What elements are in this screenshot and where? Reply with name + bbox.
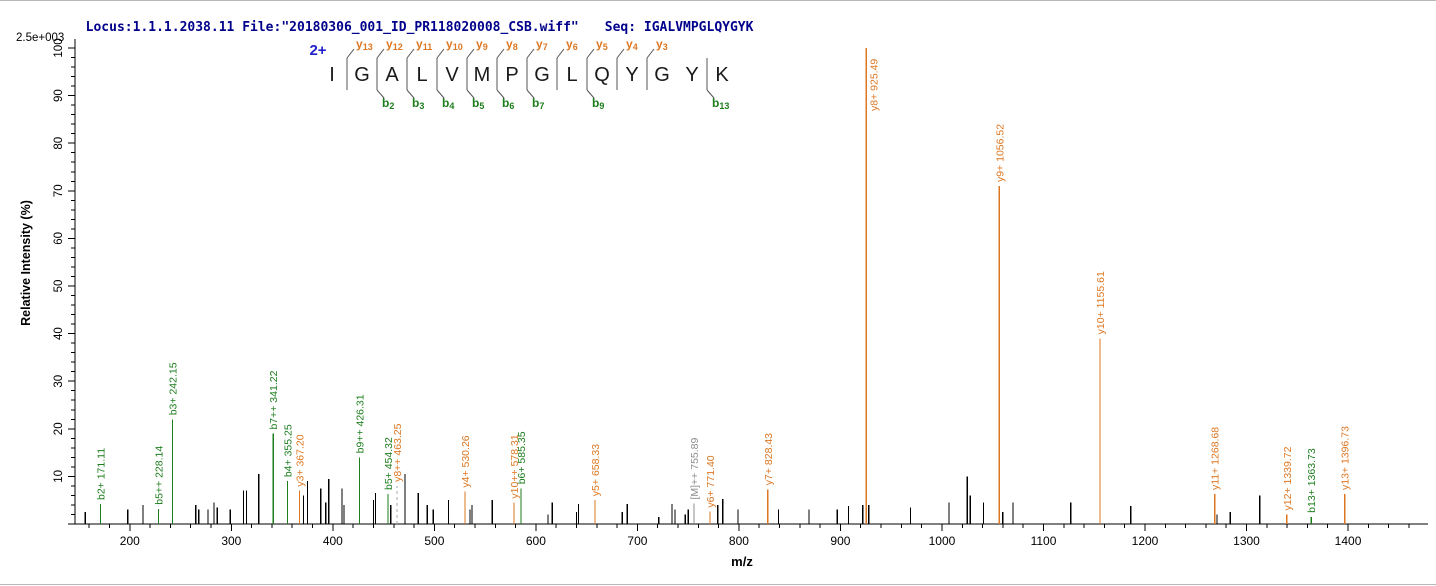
axes [74,39,1428,525]
peak-label: b2+ 171.11 [95,448,107,500]
peak-label: b9++ 426.31 [355,394,367,453]
residue-letter: I [329,64,335,86]
y-ion-mark-label: y12 [386,37,403,52]
residue-letter: A [385,64,399,86]
x-tick-label: 1100 [1031,534,1057,548]
y-tick-label: 30 [53,375,65,388]
y-tick-label: 80 [53,137,65,150]
residue-letter: G [534,64,550,86]
residue-letter: Y [625,64,638,86]
b-ion-mark-label: b7 [532,96,544,111]
peak-label: y4+ 530.26 [460,435,472,487]
x-tick-label: 500 [424,534,444,548]
y-tick-label: 20 [53,422,65,435]
residue-letter: P [505,64,518,86]
peak-label: y5+ 658.33 [590,444,602,496]
peak-label: y6+ 771.40 [705,455,717,507]
peak-label: y9+ 1056.52 [994,124,1006,182]
b-ion-mark-label: b6 [502,96,514,111]
labeled-peaks: b2+ 171.11 b5++ 228.14 b3+ 242.15 b7++ 341.… [95,48,1352,524]
y-ion-mark-label: y10 [446,37,463,52]
residue-letter: G [654,64,670,86]
y-axis-title: Relative Intensity (%) [19,200,33,326]
peak-label: b5++ 228.14 [153,446,165,505]
peak-label: y10+ 1155.61 [1095,271,1107,334]
peak-label: b6+ 585.35 [516,431,528,484]
peak-label: y13+ 1396.73 [1340,426,1352,490]
y-ion-mark-label: y8 [506,37,518,52]
x-tick-label: 800 [729,534,749,548]
peak-label: b7++ 341.22 [268,370,280,429]
header-bar: Locus:1.1.1.2038.11 File:"20180306_001_I… [70,5,754,35]
b-ion-mark-label: b13 [712,96,729,111]
peak-label: y7+ 828.43 [763,433,775,485]
y-tick-label: 10 [53,470,65,483]
peak-label: y10++ 578.31 [509,434,521,498]
x-tick-label: 200 [120,534,140,548]
peak-label: b3+ 242.15 [168,362,180,415]
x-tick-label: 600 [526,534,546,548]
peak-label: y11+ 1268.68 [1210,427,1222,490]
residue-letter: V [445,64,459,86]
precursor-charge-label: 2+ [309,42,326,59]
intensity-scale-label: 2.5e+003 [16,32,64,44]
y-axis-ticks: 10 20 30 40 50 60 70 80 90 100 [53,38,75,525]
y-ion-mark-label: y9 [476,37,488,52]
y-tick-label: 60 [53,232,65,245]
y-tick-label: 50 [53,280,65,293]
x-tick-label: 300 [221,534,241,548]
x-tick-label: 1200 [1132,534,1159,548]
b-ion-mark-label: b3 [412,96,424,111]
b-ion-mark-label: b9 [592,96,604,111]
x-axis-title: m/z [731,554,753,569]
residue-letter: L [416,64,427,86]
b-ion-mark-label: b5 [472,96,484,111]
peak-label: y8++ 463.25 [392,423,404,482]
residue-letter: Y [685,64,698,86]
x-tick-label: 900 [830,534,850,548]
residue-letter: K [715,64,729,86]
file-text: File:"20180306_001_ID_PR118020008_CSB.wi… [242,20,579,35]
peak-label: b5+ 454.32 [383,437,395,490]
sequence-header-text: Seq: IGALVMPGLQYGYK [604,20,754,35]
peak-label: b13+ 1363.73 [1306,448,1318,513]
x-tick-label: 700 [627,534,647,548]
x-tick-label: 1000 [929,534,956,548]
peak-label: b4+ 355.25 [282,424,294,477]
peak-label: [M]++ 755.89 [689,437,701,499]
peak-label: y3+ 367.20 [295,434,307,486]
y-ion-mark-label: y5 [596,37,608,52]
peak-label: y8+ 925.49 [868,59,880,111]
x-tick-label: 400 [323,534,343,548]
b-ion-mark-label: b2 [382,96,394,111]
y-ion-mark-label: y4 [626,37,638,52]
y-tick-label: 70 [53,184,65,197]
x-axis-ticks: 200 300 400 500 600 700 800 900 1000 1100 1200 1300… [88,524,1410,548]
peak-label: y12+ 1339.72 [1282,446,1294,510]
residue-letter: G [354,64,370,86]
y-ion-mark-label: y3 [656,37,668,52]
y-tick-label: 90 [53,89,65,102]
unlabeled-peaks [84,474,1261,524]
y-tick-label: 40 [53,327,65,340]
y-ion-mark-label: y7 [536,37,548,52]
y-ion-mark-label: y6 [566,37,578,52]
b-ion-mark-label: b4 [442,96,454,111]
y-ion-mark-label: y13 [356,37,373,52]
residue-letter: L [566,64,577,86]
x-tick-label: 1400 [1335,534,1362,548]
y-ion-mark-label: y11 [416,37,432,52]
residue-letter: M [474,64,491,86]
residue-letter: Q [594,64,610,86]
x-tick-label: 1300 [1233,534,1260,548]
locus-text: Locus:1.1.1.2038.11 [85,20,235,35]
y-tick-label: 100 [53,38,65,57]
